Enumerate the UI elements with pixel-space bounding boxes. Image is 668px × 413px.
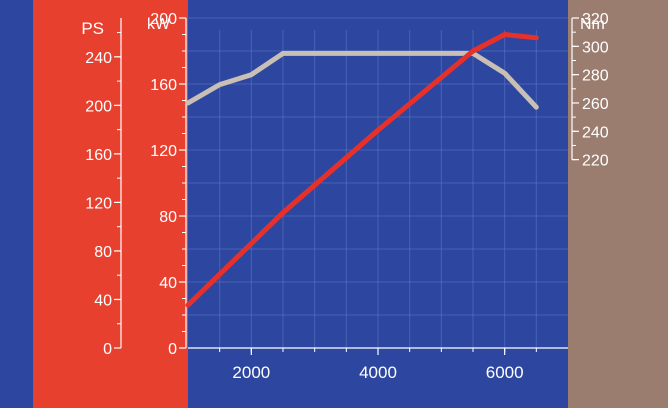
- nm-tick-label: 240: [582, 124, 609, 141]
- ps-tick-label: 120: [85, 195, 112, 212]
- ps-axis: 0 40 80 120 160 200 240 PS: [81, 18, 122, 358]
- ps-axis-band: [33, 0, 123, 408]
- kw-tick-label: 0: [168, 341, 177, 358]
- nm-tick-label: 260: [582, 96, 609, 113]
- kw-axis-title: kW: [147, 16, 171, 33]
- ps-tick-label: 160: [85, 147, 112, 164]
- rpm-axis: 2000 4000 6000: [188, 347, 568, 382]
- nm-tick-label: 220: [582, 153, 609, 170]
- ps-tick-label: 40: [94, 292, 112, 309]
- ps-tick-label: 0: [103, 341, 112, 358]
- kw-tick-label: 200: [150, 11, 177, 28]
- x-tick-label: 4000: [359, 363, 397, 382]
- nm-axis-band: [568, 0, 668, 408]
- nm-tick-label: 280: [582, 68, 609, 85]
- nm-axis-title: Nm: [580, 16, 605, 33]
- power-curve-line: [185, 32, 539, 308]
- kw-tick-label: 40: [159, 275, 177, 292]
- x-tick-label: 6000: [486, 363, 524, 382]
- ps-axis-title: PS: [81, 19, 104, 38]
- kw-tick-label: 80: [159, 209, 177, 226]
- torque-curve-line: [185, 50, 539, 110]
- left-margin: [0, 0, 33, 408]
- kw-axis-band: [123, 0, 188, 408]
- nm-tick-label: 300: [582, 39, 609, 56]
- kw-tick-label: 120: [150, 143, 177, 160]
- nm-tick-label: 320: [582, 11, 609, 28]
- ps-tick-label: 240: [85, 50, 112, 67]
- series-lines: [185, 32, 539, 308]
- x-tick-label: 2000: [232, 363, 270, 382]
- kw-tick-label: 160: [150, 77, 177, 94]
- ps-tick-label: 200: [85, 98, 112, 115]
- ps-tick-label: 80: [94, 244, 112, 261]
